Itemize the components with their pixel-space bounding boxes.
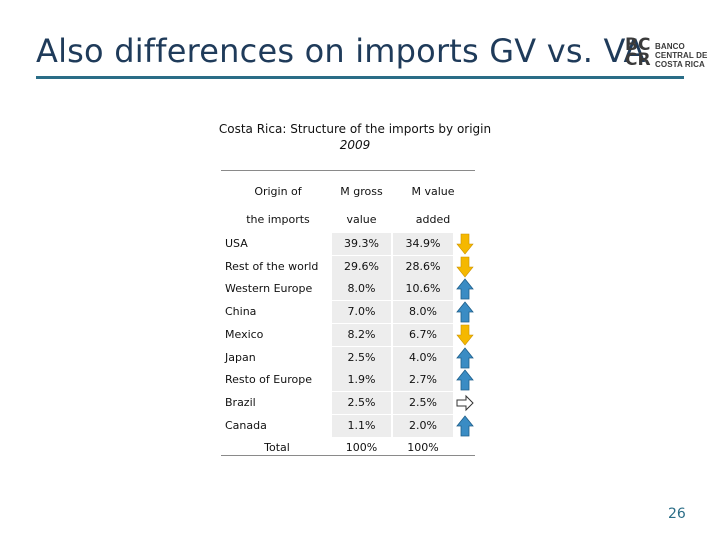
gross-value-cell: 1.1% bbox=[332, 414, 391, 437]
origin-cell: Rest of the world bbox=[225, 259, 319, 273]
origin-cell: Japan bbox=[225, 350, 256, 364]
arrow-up-icon bbox=[456, 278, 474, 300]
table-row: China 7.0% 8.0% bbox=[222, 301, 474, 324]
arrow-up-icon bbox=[456, 346, 474, 368]
arrow-up-icon bbox=[456, 301, 474, 323]
value-added-cell: 2.7% bbox=[393, 369, 453, 392]
gross-value-cell: 29.6% bbox=[332, 255, 391, 278]
gross-value-cell: 39.3% bbox=[332, 233, 391, 255]
header-gross-line1: M gross bbox=[340, 185, 383, 198]
value-added-cell: 34.9% bbox=[393, 233, 453, 255]
arrow-up-icon bbox=[456, 369, 474, 391]
total-gross: 100% bbox=[345, 441, 378, 455]
origin-cell: China bbox=[225, 305, 257, 319]
table-row: Resto of Europe 1.9% 2.7% bbox=[222, 369, 474, 392]
origin-cell: Brazil bbox=[225, 395, 256, 409]
table-row: Rest of the world 29.6% 28.6% bbox=[222, 255, 474, 278]
value-added-cell: 2.5% bbox=[393, 391, 453, 414]
header-va-line2: added bbox=[415, 213, 451, 226]
gross-value-cell: 8.2% bbox=[332, 323, 391, 346]
header-origin-line1: Origin of bbox=[254, 185, 302, 198]
gross-value-cell: 2.5% bbox=[332, 391, 391, 414]
arrow-right-outline-icon bbox=[456, 394, 474, 412]
table-row: Canada 1.1% 2.0% bbox=[222, 414, 474, 437]
value-added-cell: 28.6% bbox=[393, 255, 453, 278]
gross-value-cell: 8.0% bbox=[332, 278, 391, 301]
value-added-cell: 10.6% bbox=[393, 278, 453, 301]
bank-logo: BC CR BANCO CENTRAL DE COSTA RICA bbox=[625, 35, 717, 72]
logo-line-1: BANCO bbox=[655, 42, 685, 51]
table-title: Costa Rica: Structure of the imports by … bbox=[218, 122, 492, 136]
logo-line-3: COSTA RICA bbox=[655, 60, 705, 69]
value-added-cell: 6.7% bbox=[393, 323, 453, 346]
logo-wordmark: BANCO CENTRAL DE COSTA RICA bbox=[655, 42, 707, 69]
arrow-down-icon bbox=[456, 256, 474, 278]
origin-cell: Mexico bbox=[225, 327, 264, 341]
value-added-cell: 4.0% bbox=[393, 346, 453, 369]
table-row: Mexico 8.2% 6.7% bbox=[222, 323, 474, 346]
table-frame bbox=[221, 170, 475, 456]
logo-line-2: CENTRAL DE bbox=[655, 51, 708, 60]
header-va-line1: M value bbox=[411, 185, 455, 198]
origin-cell: Western Europe bbox=[225, 282, 313, 296]
logo-monogram: BC CR bbox=[625, 35, 655, 70]
gross-value-cell: 7.0% bbox=[332, 301, 391, 324]
slide-title: Also differences on imports GV vs. VA bbox=[36, 32, 646, 70]
table-subtitle: 2009 bbox=[339, 138, 371, 152]
table-row: Japan 2.5% 4.0% bbox=[222, 346, 474, 369]
header-gross-line2: value bbox=[346, 213, 377, 226]
logo-monogram-bottom: CR bbox=[625, 50, 651, 70]
arrow-up-icon bbox=[456, 414, 474, 436]
total-label: Total bbox=[264, 441, 290, 455]
arrow-down-icon bbox=[456, 233, 474, 255]
total-row: Total 100% 100% bbox=[222, 437, 474, 459]
total-value-added: 100% bbox=[407, 441, 439, 455]
value-added-cell: 8.0% bbox=[393, 301, 453, 324]
header-origin-line2: the imports bbox=[246, 213, 310, 226]
table-row: Western Europe 8.0% 10.6% bbox=[222, 278, 474, 301]
logo-monogram-top: BC bbox=[625, 35, 651, 55]
table-row: Brazil 2.5% 2.5% bbox=[222, 391, 474, 414]
title-divider bbox=[36, 76, 684, 79]
table-row: USA 39.3% 34.9% bbox=[222, 233, 474, 255]
gross-value-cell: 1.9% bbox=[332, 369, 391, 392]
origin-cell: Canada bbox=[225, 418, 267, 432]
gross-value-cell: 2.5% bbox=[332, 346, 391, 369]
origin-cell: Resto of Europe bbox=[225, 373, 312, 387]
origin-cell: USA bbox=[225, 237, 248, 250]
arrow-down-icon bbox=[456, 324, 474, 346]
value-added-cell: 2.0% bbox=[393, 414, 453, 437]
page-number: 26 bbox=[668, 506, 686, 522]
